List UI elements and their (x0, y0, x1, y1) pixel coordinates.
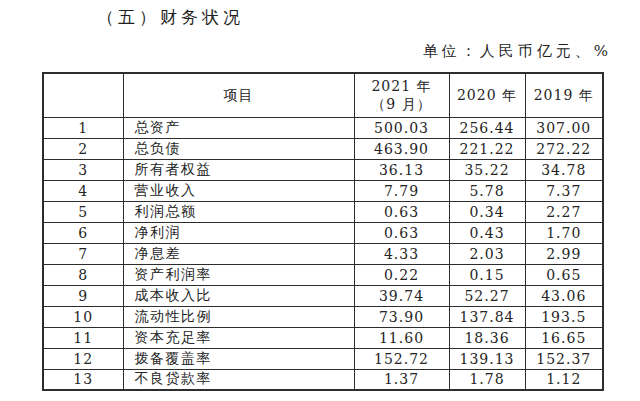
row-index: 11 (43, 327, 123, 348)
row-item-label: 资本充足率 (123, 327, 354, 348)
table-row: 3 所有者权益 36.13 35.22 34.78 (43, 159, 603, 180)
row-item-label: 不良贷款率 (123, 369, 354, 390)
row-value-2021: 36.13 (354, 159, 449, 180)
row-index: 8 (43, 264, 123, 285)
row-index: 2 (43, 138, 123, 159)
row-value-2019: 272.22 (525, 138, 603, 159)
row-item-label: 净息差 (123, 243, 354, 264)
row-value-2020: 0.34 (449, 201, 525, 222)
row-value-2020: 256.44 (449, 117, 525, 138)
row-value-2020: 18.36 (449, 327, 525, 348)
row-value-2020: 139.13 (449, 348, 525, 369)
row-index: 7 (43, 243, 123, 264)
row-value-2020: 52.27 (449, 285, 525, 306)
row-value-2019: 193.5 (525, 306, 603, 327)
row-item-label: 所有者权益 (123, 159, 354, 180)
row-item-label: 营业收入 (123, 180, 354, 201)
section-title: （五）财务状况 (97, 6, 244, 29)
row-item-label: 净利润 (123, 222, 354, 243)
col-header-item: 项目 (123, 73, 354, 117)
table-header: 项目 2021 年 （9 月） 2020 年 2019 年 (43, 73, 603, 117)
row-value-2020: 221.22 (449, 138, 525, 159)
row-index: 1 (43, 117, 123, 138)
row-value-2021: 0.63 (354, 222, 449, 243)
row-value-2019: 307.00 (525, 117, 603, 138)
row-value-2019: 2.27 (525, 201, 603, 222)
row-value-2019: 1.12 (525, 369, 603, 390)
row-value-2020: 0.43 (449, 222, 525, 243)
row-value-2020: 2.03 (449, 243, 525, 264)
table-row: 6 净利润 0.63 0.43 1.70 (43, 222, 603, 243)
table-row: 13 不良贷款率 1.37 1.78 1.12 (43, 369, 603, 390)
table-row: 8 资产利润率 0.22 0.15 0.65 (43, 264, 603, 285)
row-value-2021: 152.72 (354, 348, 449, 369)
row-index: 6 (43, 222, 123, 243)
row-item-label: 成本收入比 (123, 285, 354, 306)
row-value-2019: 34.78 (525, 159, 603, 180)
row-index: 5 (43, 201, 123, 222)
row-index: 12 (43, 348, 123, 369)
table-row: 5 利润总额 0.63 0.34 2.27 (43, 201, 603, 222)
table-body: 1 总资产 500.03 256.44 307.00 2 总负债 463.90 … (43, 117, 603, 390)
row-value-2019: 16.65 (525, 327, 603, 348)
row-item-label: 利润总额 (123, 201, 354, 222)
col-header-2021-year: 2021 年 (355, 77, 449, 95)
table-row: 11 资本充足率 11.60 18.36 16.65 (43, 327, 603, 348)
row-index: 4 (43, 180, 123, 201)
row-value-2019: 1.70 (525, 222, 603, 243)
row-item-label: 总负债 (123, 138, 354, 159)
row-value-2021: 0.22 (354, 264, 449, 285)
row-value-2021: 1.37 (354, 369, 449, 390)
row-value-2019: 2.99 (525, 243, 603, 264)
row-value-2019: 43.06 (525, 285, 603, 306)
row-index: 3 (43, 159, 123, 180)
table-row: 10 流动性比例 73.90 137.84 193.5 (43, 306, 603, 327)
row-value-2020: 35.22 (449, 159, 525, 180)
row-value-2019: 7.37 (525, 180, 603, 201)
table-row: 4 营业收入 7.79 5.78 7.37 (43, 180, 603, 201)
row-item-label: 拨备覆盖率 (123, 348, 354, 369)
row-item-label: 资产利润率 (123, 264, 354, 285)
table-row: 2 总负债 463.90 221.22 272.22 (43, 138, 603, 159)
row-value-2020: 0.15 (449, 264, 525, 285)
row-value-2021: 7.79 (354, 180, 449, 201)
col-header-index (43, 73, 123, 117)
row-value-2021: 39.74 (354, 285, 449, 306)
col-header-2021-month: （9 月） (355, 95, 449, 113)
row-index: 13 (43, 369, 123, 390)
col-header-2021: 2021 年 （9 月） (354, 73, 449, 117)
col-header-2020: 2020 年 (449, 73, 525, 117)
table-row: 9 成本收入比 39.74 52.27 43.06 (43, 285, 603, 306)
row-value-2019: 152.37 (525, 348, 603, 369)
row-value-2021: 11.60 (354, 327, 449, 348)
table-row: 7 净息差 4.33 2.03 2.99 (43, 243, 603, 264)
row-value-2021: 4.33 (354, 243, 449, 264)
row-index: 9 (43, 285, 123, 306)
row-value-2020: 137.84 (449, 306, 525, 327)
col-header-2019: 2019 年 (525, 73, 603, 117)
row-index: 10 (43, 306, 123, 327)
row-value-2021: 500.03 (354, 117, 449, 138)
unit-note: 单位：人民币亿元、% (300, 42, 612, 61)
row-value-2021: 73.90 (354, 306, 449, 327)
row-item-label: 总资产 (123, 117, 354, 138)
financial-status-table: 项目 2021 年 （9 月） 2020 年 2019 年 1 总资产 500.… (42, 72, 604, 391)
row-item-label: 流动性比例 (123, 306, 354, 327)
header-row: 项目 2021 年 （9 月） 2020 年 2019 年 (43, 73, 603, 117)
document-page: （五）财务状况 单位：人民币亿元、% 项目 2021 年 （9 月） 2020 … (0, 0, 640, 401)
row-value-2019: 0.65 (525, 264, 603, 285)
table-row: 12 拨备覆盖率 152.72 139.13 152.37 (43, 348, 603, 369)
row-value-2020: 5.78 (449, 180, 525, 201)
row-value-2021: 0.63 (354, 201, 449, 222)
table-row: 1 总资产 500.03 256.44 307.00 (43, 117, 603, 138)
row-value-2020: 1.78 (449, 369, 525, 390)
row-value-2021: 463.90 (354, 138, 449, 159)
